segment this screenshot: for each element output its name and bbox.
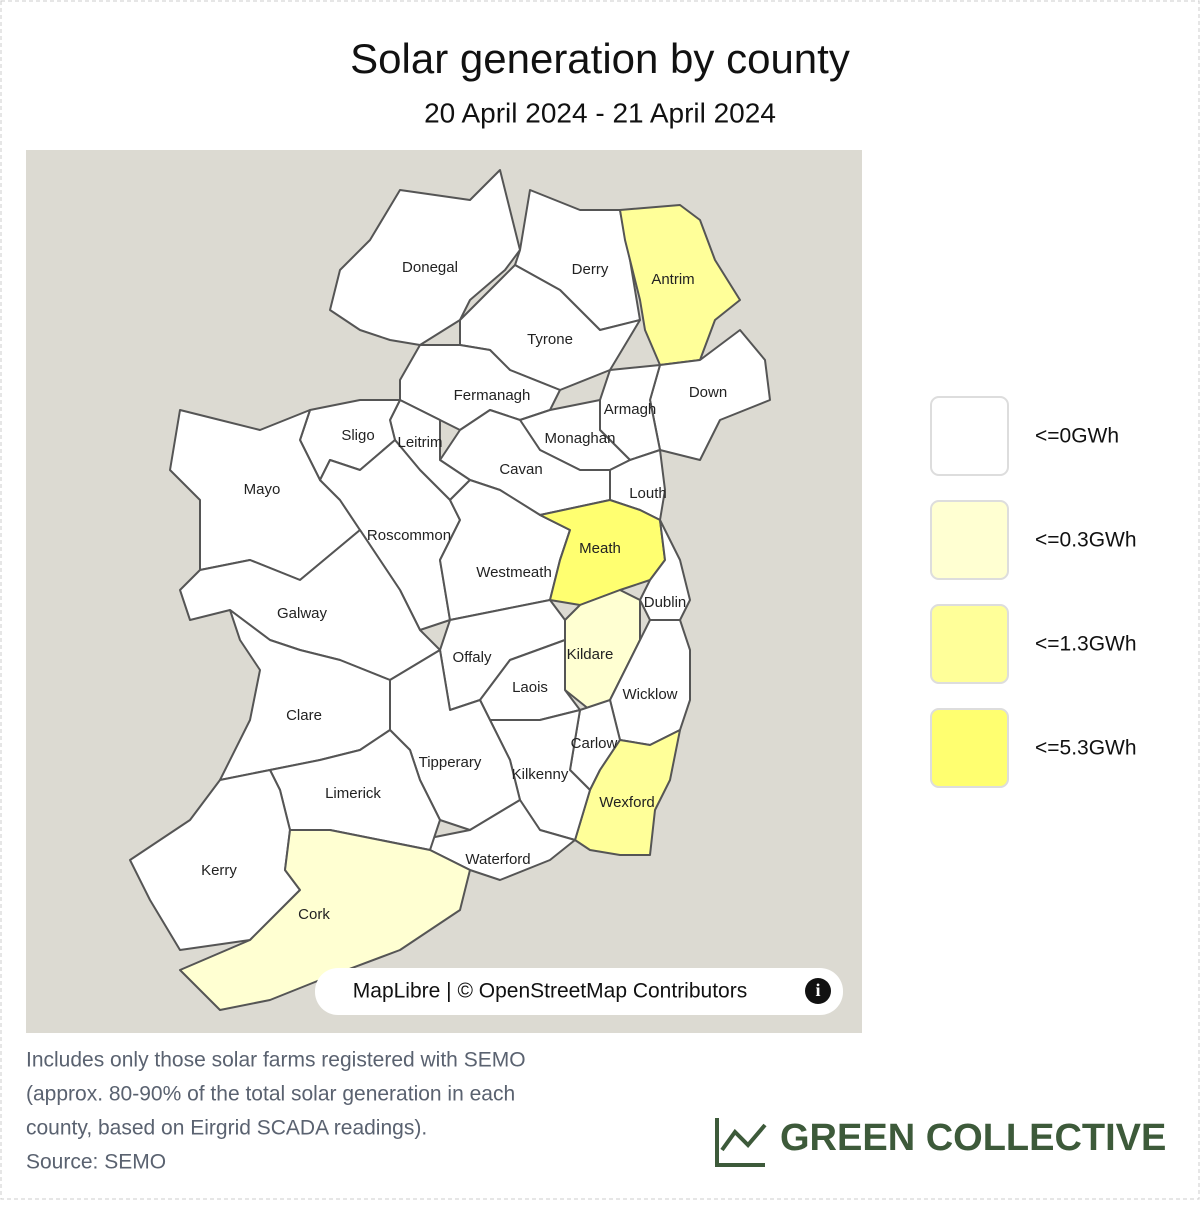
county-label: Derry xyxy=(572,261,609,278)
legend-swatch xyxy=(930,396,1009,476)
footnote-line: Includes only those solar farms register… xyxy=(26,1049,526,1072)
county-label: Roscommon xyxy=(367,527,451,544)
county-label: Leitrim xyxy=(397,434,442,451)
county-label: Limerick xyxy=(325,785,381,802)
county-label: Kildare xyxy=(567,646,614,663)
legend-swatch xyxy=(930,708,1009,788)
subtitle: 20 April 2024 - 21 April 2024 xyxy=(424,97,776,128)
county-label: Sligo xyxy=(341,427,374,444)
county[interactable] xyxy=(329,169,521,346)
legend-label: <=1.3GWh xyxy=(1035,633,1137,656)
county-label: Louth xyxy=(629,485,667,502)
county-label: Dublin xyxy=(644,594,687,611)
county-label: Mayo xyxy=(244,481,281,498)
county-label: Fermanagh xyxy=(454,387,531,404)
county[interactable] xyxy=(539,499,666,606)
legend-swatch xyxy=(930,604,1009,684)
legend-swatch xyxy=(930,500,1009,580)
county-label: Carlow xyxy=(571,735,618,752)
county-label: Offaly xyxy=(453,649,492,666)
brand-icon xyxy=(715,1118,767,1167)
county-label: Cork xyxy=(298,906,330,923)
legend-label: <=0GWh xyxy=(1035,425,1119,448)
county-label: Waterford xyxy=(465,851,530,868)
footnote-line: (approx. 80-90% of the total solar gener… xyxy=(26,1083,515,1106)
legend: <=0GWh <=0.3GWh <=1.3GWh <=5.3GWh xyxy=(930,396,1137,788)
brand: GREEN COLLECTIVE xyxy=(780,1117,1166,1159)
county-label: Kerry xyxy=(201,862,237,879)
county-label: Meath xyxy=(579,540,621,557)
county-label: Wexford xyxy=(599,794,655,811)
county-label: Tipperary xyxy=(419,754,482,771)
county-label: Westmeath xyxy=(476,564,552,581)
info-icon: i xyxy=(815,980,820,1000)
county-label: Wicklow xyxy=(623,686,678,703)
info-button[interactable] xyxy=(805,978,831,1004)
county-label: Down xyxy=(689,384,727,401)
county-label: Monaghan xyxy=(545,430,616,447)
legend-label: <=0.3GWh xyxy=(1035,529,1137,552)
county[interactable] xyxy=(619,204,741,366)
attribution-pill xyxy=(315,968,843,1015)
county-label: Kilkenny xyxy=(512,766,569,783)
footnote: Includes only those solar farms register… xyxy=(26,1049,526,1174)
county-label: Galway xyxy=(277,605,328,622)
county-label: Donegal xyxy=(402,259,458,276)
footnote-line: Source: SEMO xyxy=(26,1151,166,1174)
county-label: Antrim xyxy=(651,271,694,288)
county[interactable] xyxy=(574,729,681,856)
footnote-line: county, based on Eirgrid SCADA readings)… xyxy=(26,1117,427,1140)
county-label: Laois xyxy=(512,679,548,696)
county-label: Cavan xyxy=(499,461,542,478)
label-layer: Donegal Derry Antrim Tyrone Down Armagh Ferman… xyxy=(201,259,727,923)
title: Solar generation by county xyxy=(350,35,850,82)
attribution: MapLibre | © OpenStreetMap Contributors xyxy=(353,980,747,1003)
county-label: Armagh xyxy=(604,401,657,418)
legend-label: <=5.3GWh xyxy=(1035,737,1137,760)
county-label: Tyrone xyxy=(527,331,573,348)
county-layer xyxy=(129,169,771,1011)
county-label: Clare xyxy=(286,707,322,724)
